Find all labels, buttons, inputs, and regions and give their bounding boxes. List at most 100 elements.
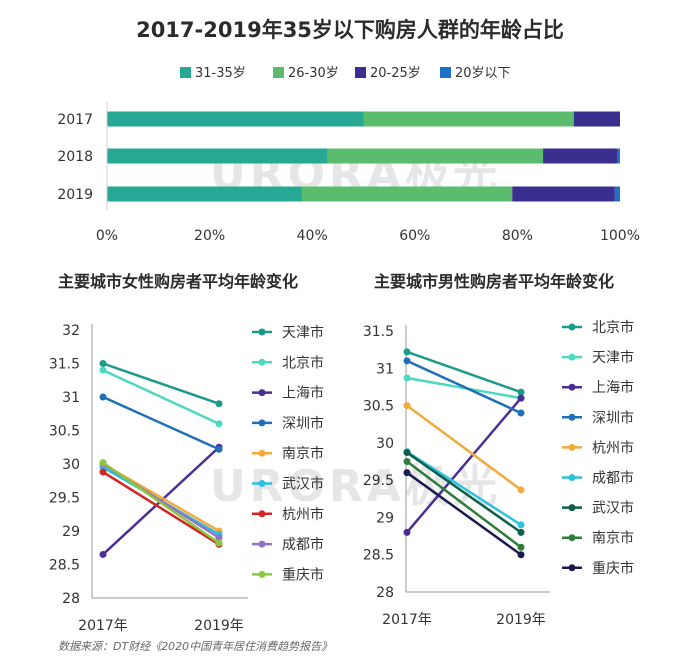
y-tick-1-28.5: 28.5 (49, 558, 80, 574)
legend-marker-1-杭州市 (258, 510, 266, 518)
legend-label-2-重庆市: 重庆市 (592, 560, 634, 577)
point-1-深圳市-2017年 (99, 393, 107, 401)
point-2-深圳市-2017年 (403, 357, 411, 365)
point-1-杭州市-2017年 (99, 468, 107, 476)
y-tick-2019: 2019 (57, 187, 93, 203)
legend-label-1-成都市: 成都市 (282, 536, 324, 553)
legend-label-1-深圳市: 深圳市 (282, 415, 324, 432)
bar-2019-26-30岁 (301, 186, 513, 202)
legend-label-1-北京市: 北京市 (282, 354, 324, 371)
series-line-2-武汉市 (406, 451, 522, 534)
legend-marker-1-天津市 (258, 328, 266, 336)
legend-marker-1-重庆市 (258, 570, 266, 578)
point-1-北京市-2019年 (215, 420, 223, 428)
point-2-成都市-2019年 (517, 521, 525, 529)
y-tick-1-29: 29 (62, 524, 80, 540)
y-tick-2-30: 30 (376, 436, 394, 452)
y-tick-2-29: 29 (376, 510, 394, 526)
bar-2018-20-25岁 (543, 148, 618, 164)
point-2-杭州市-2019年 (517, 486, 525, 494)
y-tick-2017: 2017 (57, 112, 93, 128)
legend-label-20岁以下: 20岁以下 (455, 66, 511, 81)
legend-marker-1-深圳市 (258, 419, 266, 427)
point-1-重庆市-2017年 (99, 459, 107, 467)
x-tick-2-2017年: 2017年 (382, 612, 432, 628)
y-tick-1-30.5: 30.5 (49, 424, 80, 440)
point-2-武汉市-2019年 (517, 528, 525, 536)
y-tick-1-28: 28 (62, 591, 80, 607)
legend-marker-1-北京市 (258, 358, 266, 366)
series-line-2-成都市 (406, 450, 522, 526)
point-1-重庆市-2019年 (215, 539, 223, 547)
bar-2019-20岁以下 (614, 186, 620, 202)
data-source: 数据来源：DT财经《2020中国青年居住消费趋势报告》 (58, 640, 333, 653)
point-2-上海市-2017年 (403, 528, 411, 536)
point-1-天津市-2017年 (99, 360, 107, 367)
y-tick-1-31.5: 31.5 (49, 357, 80, 373)
y-tick-2-28: 28 (376, 585, 394, 601)
y-tick-1-30: 30 (62, 457, 80, 473)
legend-marker-2-杭州市 (568, 443, 576, 451)
y-tick-2-30.5: 30.5 (363, 399, 394, 415)
point-1-深圳市-2019年 (215, 445, 223, 453)
y-tick-2-29.5: 29.5 (363, 473, 394, 489)
legend-label-2-杭州市: 杭州市 (592, 439, 634, 456)
legend-label-31-35岁: 31-35岁 (195, 66, 246, 81)
legend-marker-2-武汉市 (568, 504, 576, 512)
legend-swatch-26-30岁 (273, 67, 284, 78)
legend-marker-1-成都市 (258, 540, 266, 548)
x-tick-80%: 80% (502, 228, 533, 244)
legend-label-1-上海市: 上海市 (282, 385, 324, 402)
legend-marker-1-南京市 (258, 449, 266, 457)
legend-label-20-25岁: 20-25岁 (370, 66, 421, 81)
point-2-上海市-2019年 (517, 394, 525, 402)
legend-marker-2-重庆市 (568, 564, 576, 572)
legend-label-1-重庆市: 重庆市 (282, 566, 324, 583)
legend-label-2-天津市: 天津市 (592, 349, 634, 366)
legend-swatch-20岁以下 (440, 67, 451, 78)
legend-swatch-31-35岁 (180, 67, 191, 78)
y-tick-1-31: 31 (62, 390, 80, 406)
legend-swatch-20-25岁 (355, 67, 366, 78)
y-tick-2-28.5: 28.5 (363, 548, 394, 564)
point-2-重庆市-2017年 (403, 469, 411, 477)
point-2-北京市-2019年 (517, 388, 525, 396)
y-tick-1-32: 32 (62, 323, 80, 339)
bar-2018-26-30岁 (327, 148, 544, 164)
x-tick-100%: 100% (600, 228, 640, 244)
x-tick-2-2019年: 2019年 (496, 612, 546, 628)
point-1-北京市-2017年 (99, 366, 107, 374)
bar-2019-20-25岁 (512, 186, 615, 202)
point-2-武汉市-2017年 (403, 449, 411, 457)
point-2-南京市-2019年 (517, 543, 525, 551)
legend-label-1-武汉市: 武汉市 (282, 476, 324, 493)
series-line-2-上海市 (406, 397, 522, 534)
bar-2018-20岁以下 (617, 148, 620, 164)
series-line-1-杭州市 (102, 470, 220, 546)
series-line-1-北京市 (102, 369, 220, 425)
point-2-南京市-2017年 (403, 458, 411, 465)
legend-marker-2-北京市 (568, 323, 576, 331)
y-tick-2-31.5: 31.5 (363, 324, 394, 340)
legend-marker-2-深圳市 (568, 413, 576, 421)
legend-label-2-深圳市: 深圳市 (592, 409, 634, 426)
legend-label-2-北京市: 北京市 (592, 319, 634, 336)
bar-2018-31-35岁 (107, 148, 328, 164)
x-tick-40%: 40% (297, 228, 328, 244)
legend-marker-2-上海市 (568, 383, 576, 391)
legend-label-2-成都市: 成都市 (592, 470, 634, 487)
series-line-2-杭州市 (406, 404, 522, 491)
male-chart-title: 主要城市男性购房者平均年龄变化 (374, 272, 615, 291)
bar-2017-31-35岁 (107, 111, 364, 127)
legend-label-2-武汉市: 武汉市 (592, 500, 634, 517)
bar-2017-26-30岁 (363, 111, 574, 127)
legend-label-1-南京市: 南京市 (282, 445, 324, 462)
point-2-深圳市-2019年 (517, 409, 525, 417)
y-tick-2018: 2018 (57, 149, 93, 165)
series-line-2-南京市 (406, 460, 522, 549)
series-line-1-重庆市 (102, 461, 220, 545)
point-1-上海市-2017年 (99, 550, 107, 558)
point-2-北京市-2017年 (403, 348, 411, 356)
x-tick-1-2019年: 2019年 (194, 618, 244, 634)
